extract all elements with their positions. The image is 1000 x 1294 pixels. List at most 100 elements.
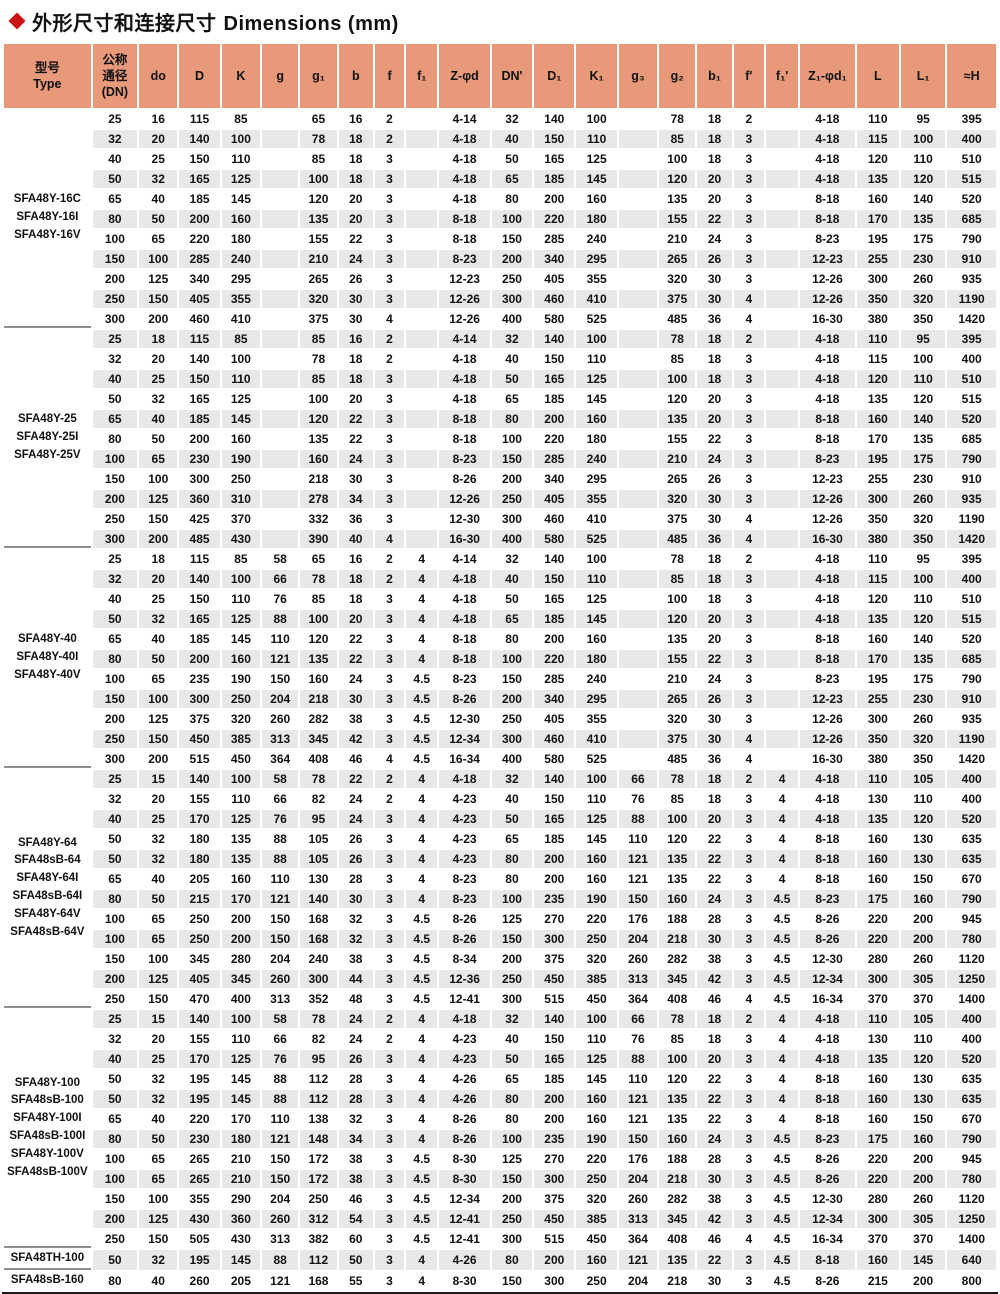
dimension-value: 2 [733, 330, 764, 348]
dimension-value: 210 [659, 450, 696, 468]
dimension-value: 295 [576, 250, 617, 268]
dimension-value: 160 [576, 1090, 617, 1108]
dimension-value: 20 [338, 210, 373, 228]
dimension-value: 160 [576, 190, 617, 208]
dimension-value: 8-18 [439, 430, 490, 448]
dimension-value: 12-34 [439, 730, 490, 748]
dimension-value: 2 [374, 110, 405, 128]
dimension-value: 4 [733, 510, 764, 528]
dimension-value: 18 [697, 130, 732, 148]
dimension-value: 100 [300, 170, 337, 188]
dimension-value: 150 [491, 930, 533, 948]
dimension-value [765, 310, 799, 328]
dimension-value: 313 [262, 1230, 299, 1248]
dimension-value: 80 [491, 850, 533, 868]
dimension-value: 15 [139, 770, 178, 788]
dimension-value: 4.5 [765, 1271, 799, 1290]
dimension-value: 260 [901, 1190, 946, 1208]
dimension-value: 405 [179, 290, 220, 308]
dimension-value: 220 [576, 1150, 617, 1168]
dimension-value: 8-18 [800, 210, 855, 228]
dimension-value: 100 [901, 570, 946, 588]
dimension-value: 312 [300, 1210, 337, 1228]
table-row: 32 20 155 110 66 82 24 2 4 4-23 40 150 110 76 85 18 3 4 4-… [4, 790, 996, 808]
dimension-value: 160 [856, 830, 899, 848]
dimension-value: 50 [338, 1250, 373, 1270]
dimension-value: 375 [659, 290, 696, 308]
dimension-value: 3 [374, 810, 405, 828]
dimension-value: 65 [139, 1150, 178, 1168]
dimension-value: 265 [179, 1150, 220, 1168]
dimension-value: 20 [697, 410, 732, 428]
dimension-value: 165 [179, 610, 220, 628]
dimension-value: 18 [697, 150, 732, 168]
dimension-value: 125 [576, 1050, 617, 1068]
dimension-value: 260 [901, 490, 946, 508]
dimension-value: 4-18 [800, 390, 855, 408]
dimension-value: 3 [374, 430, 405, 448]
dimension-value: 250 [179, 930, 220, 948]
dimension-value: 3 [374, 1070, 405, 1088]
dimension-value: 30 [697, 1271, 732, 1290]
dimension-value: 195 [856, 230, 899, 248]
dimension-value: 250 [179, 910, 220, 928]
dimension-value: 200 [534, 630, 575, 648]
dimension-value: 145 [221, 630, 261, 648]
dimension-value [406, 150, 438, 168]
dimension-value: 4.5 [765, 950, 799, 968]
dimension-value [406, 330, 438, 348]
dimension-value: 24 [338, 810, 373, 828]
dimension-value: 30 [697, 290, 732, 308]
dimension-value: 375 [300, 310, 337, 328]
dimension-value: 120 [901, 610, 946, 628]
dimension-value: 580 [534, 310, 575, 328]
dimension-value: 172 [300, 1170, 337, 1188]
dimension-value: 145 [901, 1250, 946, 1270]
dimension-value: 220 [534, 430, 575, 448]
dimension-value: 190 [221, 670, 261, 688]
dimension-value [406, 190, 438, 208]
dimension-value: 46 [697, 1230, 732, 1248]
dimension-value: 175 [856, 1130, 899, 1148]
dimension-value: 160 [576, 1110, 617, 1128]
table-row: 32 20 140 100 66 78 18 2 4 4-18 40 150 110 85 18 3 4-18 1… [4, 570, 996, 588]
dimension-value [765, 630, 799, 648]
dimension-value: 32 [92, 130, 138, 148]
dimension-value: 20 [139, 350, 178, 368]
dimension-value: 200 [491, 1190, 533, 1208]
dimension-value: 200 [534, 410, 575, 428]
dimension-value: 32 [92, 570, 138, 588]
dimension-value: 140 [534, 1010, 575, 1028]
dimension-value: 285 [534, 670, 575, 688]
dimension-value: 150 [491, 670, 533, 688]
dimension-value: 470 [179, 990, 220, 1008]
dimension-value: 265 [659, 470, 696, 488]
dimension-value: 25 [139, 1050, 178, 1068]
dimension-value: 50 [92, 850, 138, 868]
dimension-value: 160 [856, 410, 899, 428]
dimension-value [262, 270, 299, 288]
dimension-value: 18 [697, 1010, 732, 1028]
dimension-value: 3 [374, 510, 405, 528]
dimension-value [262, 390, 299, 408]
dimension-value: 3 [733, 1190, 764, 1208]
dimension-value: 4 [374, 310, 405, 328]
dimension-value [765, 490, 799, 508]
dimension-value: 12-30 [800, 950, 855, 968]
dimension-value: 18 [338, 570, 373, 588]
dimension-value: 32 [139, 170, 178, 188]
dimension-value: 8-26 [439, 1130, 490, 1148]
dimension-value: 8-18 [800, 850, 855, 868]
dimension-value: 4.5 [765, 1230, 799, 1248]
dimension-value: 24 [697, 890, 732, 908]
dimension-value: 3 [374, 390, 405, 408]
dimension-value: 110 [856, 1010, 899, 1028]
dimension-value: 3 [374, 1170, 405, 1188]
dimension-value: 65 [491, 170, 533, 188]
dimension-value: 380 [856, 750, 899, 768]
dimension-value [406, 310, 438, 328]
column-header: ≈H [947, 44, 996, 108]
dimension-value: 3 [374, 1050, 405, 1068]
dimension-value: 320 [659, 710, 696, 728]
dimension-value: 8-18 [800, 650, 855, 668]
